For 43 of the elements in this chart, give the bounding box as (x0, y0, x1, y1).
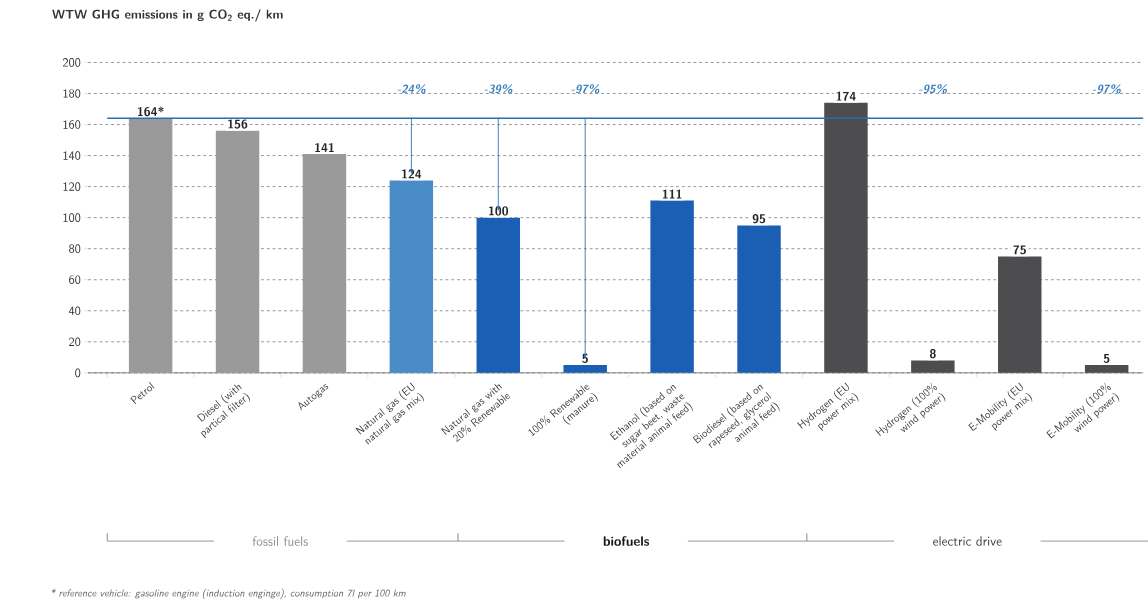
text: * reference vehicle: gasoline engine (induction enginge), consumption 7l per 100 km (51, 588, 406, 599)
text: biofuels (603, 536, 650, 546)
data-label: 164* (137, 106, 164, 117)
bar (128, 118, 173, 373)
y-tick-label: 200 (62, 58, 81, 67)
bar (737, 225, 781, 373)
bar (476, 217, 521, 373)
bar (650, 200, 694, 373)
bar (824, 102, 868, 373)
annotation: -97% (1092, 84, 1121, 94)
data-label: 111 (662, 189, 682, 199)
data-label: 141 (315, 142, 334, 152)
bar (563, 365, 607, 373)
y-tick-label: 160 (63, 120, 81, 129)
data-label: 95 (752, 214, 766, 224)
annotation: -97% (571, 84, 600, 94)
data-label: 100 (488, 206, 509, 216)
y-tick-label: 80 (69, 244, 81, 253)
data-label: 75 (1013, 245, 1026, 255)
text: fossil fuels (252, 536, 308, 546)
y-tick-label: 100 (63, 213, 81, 222)
y-tick-label: 0 (75, 368, 81, 378)
y-tick-label: 40 (68, 306, 81, 316)
bar (998, 256, 1042, 373)
data-label: 124 (402, 169, 422, 179)
y-tick-label: 120 (63, 182, 81, 191)
data-label: 156 (228, 119, 248, 129)
y-tick-label: 140 (63, 151, 81, 160)
y-tick-label: 180 (63, 89, 81, 98)
data-label: 174 (836, 91, 856, 101)
data-label: 5 (1103, 353, 1110, 363)
data-label: 8 (929, 349, 936, 359)
bar (302, 153, 347, 373)
text: electric drive (933, 536, 1002, 546)
annotation: -24% (397, 84, 426, 94)
y-tick-label: 60 (69, 275, 81, 285)
chart-title: WTW GHG emissions in g CO$_{2}$ eq./ km (52, 9, 283, 22)
bar (1084, 365, 1129, 373)
y-tick-label: 20 (69, 337, 81, 347)
bar (389, 180, 434, 373)
annotation: -95% (919, 84, 947, 94)
bar (911, 360, 955, 373)
annotation: -39% (484, 84, 513, 94)
